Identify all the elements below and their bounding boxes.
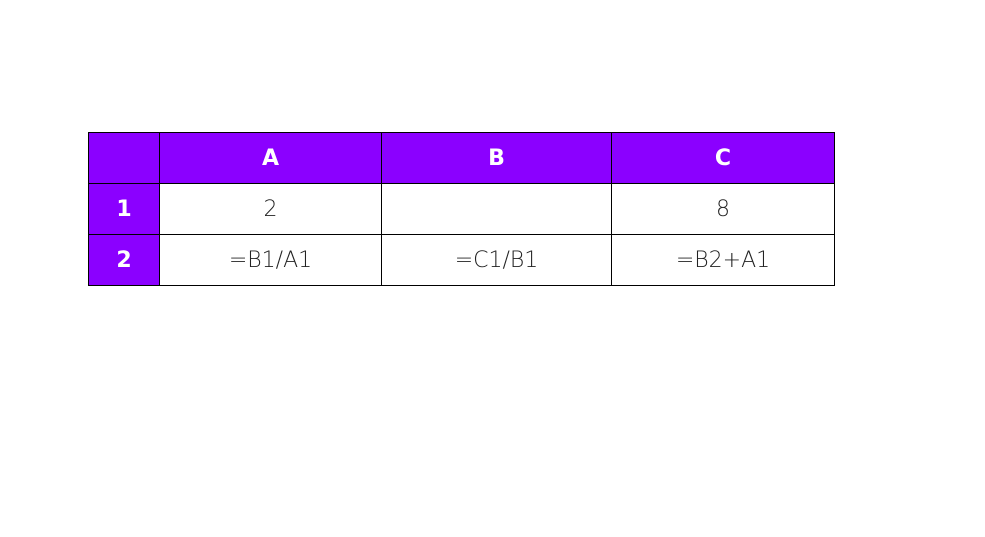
cell-a1[interactable]: 2 bbox=[159, 183, 382, 235]
cell-b1[interactable] bbox=[381, 183, 612, 235]
column-header-c[interactable]: C bbox=[611, 132, 835, 184]
column-header-b[interactable]: B bbox=[381, 132, 612, 184]
column-header-a[interactable]: A bbox=[159, 132, 382, 184]
cell-b2[interactable]: =C1/B1 bbox=[381, 234, 612, 286]
table-row: 1 2 8 bbox=[88, 183, 835, 235]
header-row: A B C bbox=[88, 132, 835, 184]
cell-a2[interactable]: =B1/A1 bbox=[159, 234, 382, 286]
row-header-2[interactable]: 2 bbox=[88, 234, 160, 286]
table-row: 2 =B1/A1 =C1/B1 =B2+A1 bbox=[88, 234, 835, 286]
row-header-1[interactable]: 1 bbox=[88, 183, 160, 235]
cell-c1[interactable]: 8 bbox=[611, 183, 835, 235]
cell-c2[interactable]: =B2+A1 bbox=[611, 234, 835, 286]
spreadsheet-table: A B C 1 2 8 2 =B1/A1 =C1/B1 =B2+A1 bbox=[88, 132, 835, 286]
corner-cell bbox=[88, 132, 160, 184]
